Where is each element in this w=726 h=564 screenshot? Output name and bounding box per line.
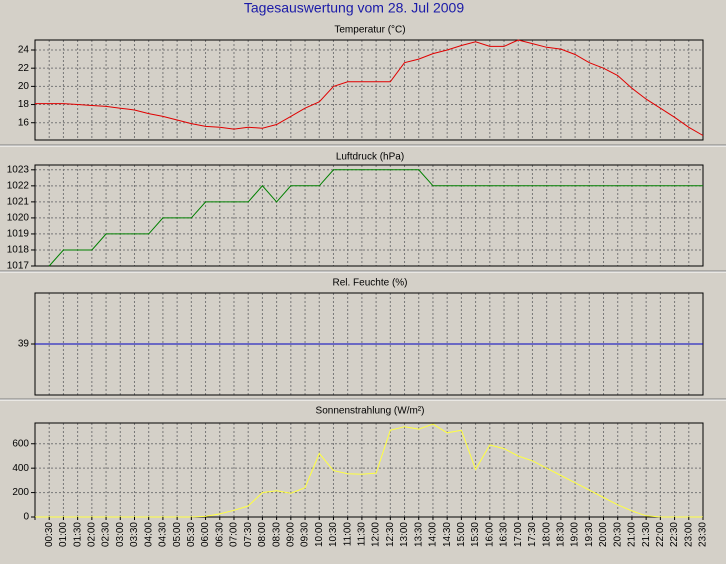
x-tick-label: 12:30	[385, 522, 396, 547]
x-tick-label: 22:00	[655, 522, 666, 547]
x-tick-label: 18:30	[556, 522, 567, 547]
x-tick-label: 09:30	[300, 522, 311, 547]
x-tick-label: 17:30	[527, 522, 538, 547]
x-tick-label: 14:00	[428, 522, 439, 547]
x-tick-label: 00:30	[44, 522, 55, 547]
x-tick-label: 12:00	[371, 522, 382, 547]
x-tick-label: 22:30	[669, 522, 680, 547]
panel-title: Sonnenstrahlung (W/m²)	[316, 406, 425, 417]
panel-title: Luftdruck (hPa)	[336, 152, 404, 163]
data-line	[35, 423, 703, 518]
x-tick-label: 19:30	[584, 522, 595, 547]
x-tick-label: 05:30	[186, 522, 197, 547]
x-tick-label: 08:00	[257, 522, 268, 547]
plot-area	[35, 40, 703, 140]
y-tick-label: 600	[12, 438, 29, 449]
y-tick-label: 0	[23, 512, 29, 523]
x-tick-label: 15:30	[470, 522, 481, 547]
plot-frame	[34, 422, 704, 518]
x-tick-label: 03:30	[129, 522, 140, 547]
x-tick-label: 15:00	[456, 522, 467, 547]
x-tick-label: 08:30	[271, 522, 282, 547]
x-tick-label: 10:00	[314, 522, 325, 547]
y-tick-label: 22	[18, 63, 30, 74]
x-tick-label: 04:30	[158, 522, 169, 547]
x-tick-label: 18:00	[541, 522, 552, 547]
x-tick-label: 21:00	[627, 522, 638, 547]
x-tick-label: 20:00	[598, 522, 609, 547]
x-tick-label: 20:30	[612, 522, 623, 547]
x-tick-label: 10:30	[328, 522, 339, 547]
x-tick-label: 23:30	[698, 522, 709, 547]
x-tick-label: 01:00	[58, 522, 69, 547]
x-tick-label: 11:00	[342, 522, 353, 547]
panel-title: Rel. Feuchte (%)	[332, 278, 407, 289]
y-tick-label: 16	[18, 117, 30, 128]
x-tick-label: 14:30	[442, 522, 453, 547]
x-tick-label: 16:30	[499, 522, 510, 547]
y-tick-label: 1017	[7, 261, 30, 272]
x-tick-label: 02:30	[101, 522, 112, 547]
plot-area	[35, 423, 703, 517]
x-tick-label: 21:30	[641, 522, 652, 547]
x-tick-label: 07:30	[243, 522, 254, 547]
x-tick-label: 19:00	[570, 522, 581, 547]
x-tick-label: 01:30	[72, 522, 83, 547]
x-tick-label: 02:00	[86, 522, 97, 547]
y-tick-label: 1023	[7, 164, 30, 175]
x-tick-label: 11:30	[357, 522, 368, 547]
x-tick-label: 13:30	[413, 522, 424, 547]
y-tick-label: 1022	[7, 180, 30, 191]
x-tick-label: 04:00	[143, 522, 154, 547]
panel-title: Temperatur (°C)	[334, 25, 405, 36]
y-tick-label: 400	[12, 463, 29, 474]
y-tick-label: 24	[18, 45, 30, 56]
main-title: Tagesauswertung vom 28. Jul 2009	[244, 0, 464, 16]
x-tick-label: 06:30	[214, 522, 225, 547]
data-line	[35, 39, 704, 136]
x-tick-label: 23:00	[683, 522, 694, 547]
y-tick-label: 18	[18, 99, 30, 110]
y-tick-label: 39	[18, 339, 30, 350]
x-tick-label: 07:00	[229, 522, 240, 547]
plot-frame	[34, 39, 704, 141]
y-tick-label: 1020	[7, 213, 30, 224]
y-tick-label: 1019	[7, 229, 30, 240]
x-tick-label: 13:00	[399, 522, 410, 547]
x-tick-label: 09:00	[285, 522, 296, 547]
y-tick-label: 1018	[7, 245, 30, 256]
x-tick-label: 17:00	[513, 522, 524, 547]
x-tick-label: 05:00	[172, 522, 183, 547]
data-line	[48, 169, 703, 267]
y-tick-label: 1021	[7, 197, 30, 208]
x-tick-label: 03:00	[115, 522, 126, 547]
x-tick-label: 06:00	[200, 522, 211, 547]
x-tick-label: 16:00	[484, 522, 495, 547]
plot-frame	[34, 164, 704, 267]
plot-area	[35, 165, 703, 266]
y-tick-label: 20	[18, 81, 30, 92]
y-tick-label: 200	[12, 487, 29, 498]
